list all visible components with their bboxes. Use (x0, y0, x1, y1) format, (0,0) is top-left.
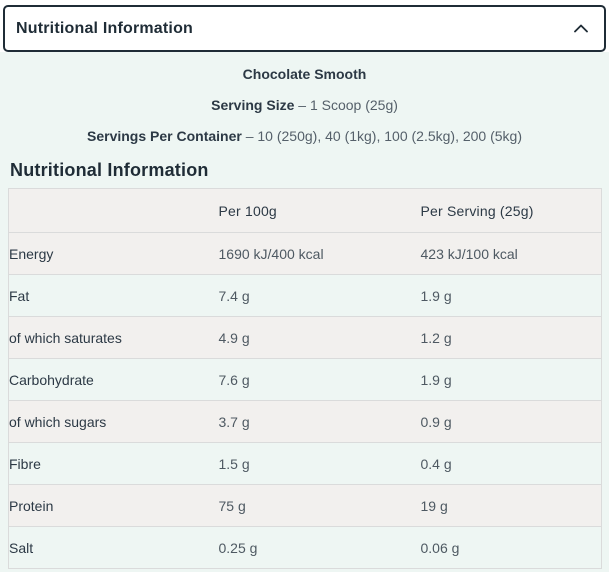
row-label: of which saturates (9, 329, 122, 346)
column-header-per-100g: Per 100g (218, 202, 277, 219)
row-per-serving: 19 g (420, 497, 448, 514)
table-row-salt: Salt 0.25 g 0.06 g (8, 526, 602, 569)
chevron-up-icon (574, 24, 588, 33)
row-label: Fibre (9, 455, 41, 472)
nutrition-panel: Nutritional Information Chocolate Smooth… (0, 5, 609, 577)
nutrition-table: Per 100g Per Serving (25g) Energy 1690 k… (8, 188, 602, 569)
flavour-name: Chocolate Smooth (242, 66, 367, 82)
row-per-100g: 0.25 g (218, 539, 258, 556)
table-row-energy: Energy 1690 kJ/400 kcal 423 kJ/100 kcal (8, 232, 602, 275)
serving-size-line: Serving Size – 1 Scoop (25g) (0, 98, 609, 113)
row-per-serving: 423 kJ/100 kcal (420, 245, 518, 262)
row-label: Protein (9, 497, 54, 514)
row-per-100g: 3.7 g (218, 413, 250, 430)
row-per-serving: 1.9 g (420, 371, 452, 388)
row-per-serving: 1.9 g (420, 287, 452, 304)
row-label: Fat (9, 287, 30, 304)
row-label: Salt (9, 539, 34, 556)
serving-size-value: – 1 Scoop (25g) (298, 97, 398, 113)
nutrition-accordion-toggle[interactable]: Nutritional Information (3, 5, 606, 52)
table-row-sugars: of which sugars 3.7 g 0.9 g (8, 400, 602, 443)
row-per-serving: 0.4 g (420, 455, 452, 472)
row-label: Energy (9, 245, 54, 262)
table-header-row: Per 100g Per Serving (25g) (8, 188, 602, 233)
table-row-carbohydrate: Carbohydrate 7.6 g 1.9 g (8, 358, 602, 401)
row-label: of which sugars (9, 413, 107, 430)
row-per-100g: 4.9 g (218, 329, 250, 346)
section-heading: Nutritional Information (10, 160, 209, 180)
serving-size-label: Serving Size (211, 97, 295, 113)
servings-per-container-label: Servings Per Container (87, 128, 242, 144)
row-per-100g: 75 g (218, 497, 246, 514)
row-per-serving: 0.9 g (420, 413, 452, 430)
row-per-serving: 1.2 g (420, 329, 452, 346)
accordion-content: Chocolate Smooth Serving Size – 1 Scoop … (0, 52, 609, 572)
servings-per-container-value: – 10 (250g), 40 (1kg), 100 (2.5kg), 200 … (245, 128, 522, 144)
row-per-100g: 1.5 g (218, 455, 250, 472)
table-row-fat: Fat 7.4 g 1.9 g (8, 274, 602, 317)
table-row-saturates: of which saturates 4.9 g 1.2 g (8, 316, 602, 359)
row-per-serving: 0.06 g (420, 539, 460, 556)
row-per-100g: 1690 kJ/400 kcal (218, 245, 324, 262)
servings-per-container-line: Servings Per Container – 10 (250g), 40 (… (0, 129, 609, 144)
row-per-100g: 7.6 g (218, 371, 250, 388)
row-per-100g: 7.4 g (218, 287, 250, 304)
column-header-per-serving: Per Serving (25g) (420, 202, 534, 219)
row-label: Carbohydrate (9, 371, 94, 388)
table-row-protein: Protein 75 g 19 g (8, 484, 602, 527)
table-row-fibre: Fibre 1.5 g 0.4 g (8, 442, 602, 485)
accordion-title: Nutritional Information (16, 19, 194, 37)
column-header-empty (9, 189, 219, 233)
